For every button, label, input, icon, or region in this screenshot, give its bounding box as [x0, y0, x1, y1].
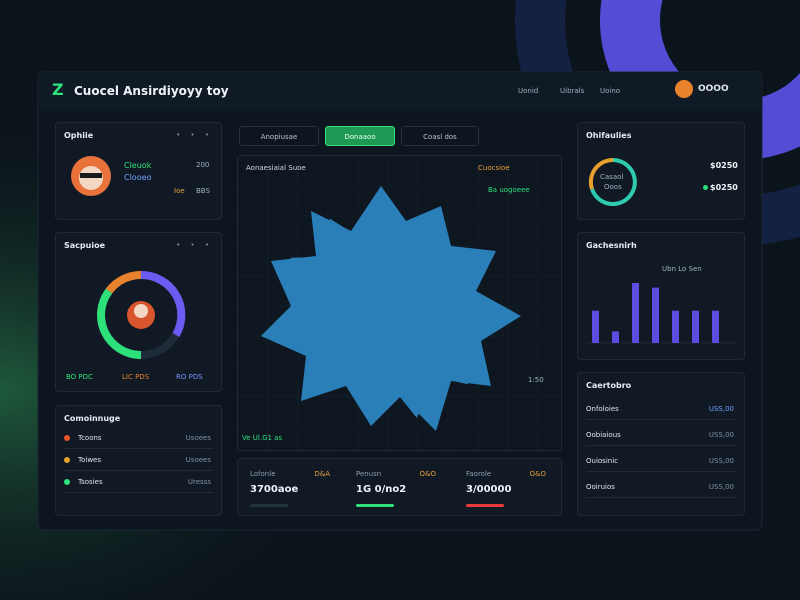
list-row[interactable]: Tsosies Uresss [64, 474, 213, 493]
ring-center: Ooos [604, 183, 622, 191]
row-label: Tsosies [78, 478, 103, 486]
row-value: Usoees [185, 456, 211, 464]
stat-tag: O&O [419, 470, 436, 478]
panel-title: Ohifaulies [586, 131, 632, 140]
stat-label: Faorole [466, 470, 492, 478]
bar [692, 310, 699, 343]
panel-title: Gachesnirh [586, 241, 637, 250]
gauge-legend: RO PDS [176, 373, 203, 381]
stat-value: 3/00000 [466, 484, 512, 495]
profile-stat: BBS [196, 187, 210, 195]
panel-menu[interactable]: • • • [176, 131, 213, 139]
profile-id: Clooeo [124, 173, 152, 182]
list-row[interactable]: Toiwes Usoees [64, 452, 213, 471]
map-legend: Cuocsioe [478, 164, 510, 172]
nav-item[interactable]: Uonid [518, 87, 539, 95]
bar-chart [586, 283, 736, 344]
list-row[interactable]: Onfoloies USS,00 [586, 401, 736, 420]
panel-title: Comoinnuge [64, 414, 121, 423]
bar [712, 310, 719, 343]
list-panel: Comoinnuge Tcoons Usoees Toiwes Usoees Tso… [55, 405, 222, 516]
app-title: Cuocel Ansirdiyoyy toy [74, 84, 229, 98]
bar [612, 331, 619, 343]
row-value: Usoees [185, 434, 211, 442]
gauge-panel: Sacpuioe • • • BO PDC LIC PDS RO PDS [55, 232, 222, 392]
stat-card: Penusn O&O 1G 0/no2 [346, 462, 446, 516]
map-panel: Aonaesiaial Suoe Cuocsioe Ba uogoeee 1:5… [237, 155, 562, 451]
list-row[interactable]: Ooiruios USS,00 [586, 479, 736, 498]
stat-bar [250, 504, 288, 507]
nav-item[interactable]: Uoino [600, 87, 621, 95]
row-value: USS,00 [708, 431, 734, 439]
row-value: USS,00 [708, 483, 734, 491]
stats-panel [237, 458, 562, 516]
user-avatar[interactable] [675, 80, 693, 98]
gauge-legend: BO PDC [66, 373, 93, 381]
list-panel: Caertobro Onfoloies USS,00 Oobiaious USS,0… [577, 372, 745, 516]
stat-card: Faorole O&O 3/00000 [456, 462, 556, 516]
bar [672, 310, 679, 343]
bar [592, 310, 599, 343]
gauge-ring [97, 270, 186, 359]
nav-item[interactable]: Uibrals [560, 87, 585, 95]
list-row[interactable]: Tcoons Usoees [64, 430, 213, 449]
row-label: Tcoons [78, 434, 102, 442]
row-label: Onfoloies [586, 405, 619, 413]
ring-center: Casaol [600, 173, 624, 181]
profile-panel: Ophiie • • • Cleuok Clooeo 200 Ioe BBS [55, 122, 222, 220]
list-row[interactable]: Ouiosinic USS,00 [586, 453, 736, 472]
bar-panel: Gachesnirh Ubn Lo Sen [577, 232, 745, 360]
panel-title: Sacpuioe [64, 241, 105, 250]
bar [632, 283, 639, 343]
logo: Z [52, 80, 64, 99]
profile-stat: Ioe [174, 187, 185, 195]
map-legend: Ba uogoeee [488, 186, 530, 194]
ring-gauge [588, 157, 637, 206]
profile-name: Cleuok [124, 161, 152, 170]
panel-title: Ophiie [64, 131, 94, 140]
profile-avatar [71, 156, 111, 196]
stat-bar [356, 504, 394, 507]
panel-title: Caertobro [586, 381, 632, 390]
panel-menu[interactable]: • • • [176, 241, 213, 249]
row-value: Uresss [187, 478, 211, 486]
row-label: Toiwes [78, 456, 101, 464]
ring-panel: Ohifaulies Casaol Ooos $0250 $0250 [577, 122, 745, 220]
profile-stat: 200 [196, 161, 210, 169]
tab-active[interactable]: Donaaoo [325, 126, 395, 146]
list-row[interactable]: Oobiaious USS,00 [586, 427, 736, 446]
row-label: Ouiosinic [586, 457, 618, 465]
stat-tag: O&O [529, 470, 546, 478]
heatmap [238, 156, 561, 450]
bar [652, 287, 659, 343]
row-value: USS,00 [708, 457, 734, 465]
map-title: Aonaesiaial Suoe [246, 164, 306, 172]
map-scale: 1:50 [528, 376, 544, 384]
user-name[interactable]: OOOO [698, 84, 729, 94]
stat-value: 3700aoe [250, 484, 299, 495]
stat-bar [466, 504, 504, 507]
stat-tag: D&A [314, 470, 330, 478]
stat-card: Lofonle D&A 3700aoe [240, 462, 340, 516]
stat-label: Penusn [356, 470, 382, 478]
gauge-legend: LIC PDS [122, 373, 150, 381]
tab[interactable]: Anopiusae [239, 126, 319, 146]
stat-label: Lofonle [250, 470, 276, 478]
stat-value: 1G 0/no2 [356, 484, 407, 495]
bar-legend: Ubn Lo Sen [662, 265, 702, 273]
map-footer: Ve Ul.G1 as [242, 434, 283, 442]
row-label: Oobiaious [586, 431, 621, 439]
tab[interactable]: Coasl dos [401, 126, 479, 146]
row-label: Ooiruios [586, 483, 615, 491]
ring-stat: $0250 [710, 183, 738, 192]
ring-dot [703, 185, 708, 190]
row-value: USS,00 [708, 405, 734, 413]
ring-stat: $0250 [710, 161, 738, 170]
